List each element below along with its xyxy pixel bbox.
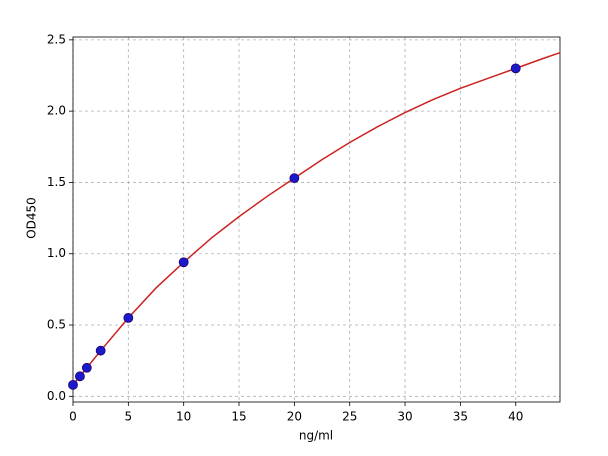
y-tick-label: 0.0: [47, 389, 66, 403]
y-axis-label: OD450: [25, 197, 39, 239]
data-point: [75, 371, 85, 382]
x-tick-label: 40: [508, 410, 523, 424]
y-tick-label: 0.5: [47, 318, 66, 332]
x-tick-label: 10: [176, 410, 191, 424]
y-tick-label: 1.0: [47, 246, 66, 260]
y-tick-label: 1.5: [47, 175, 66, 189]
x-tick-label: 20: [287, 410, 302, 424]
x-tick-label: 35: [453, 410, 468, 424]
x-tick-label: 0: [69, 410, 77, 424]
x-tick-label: 5: [125, 410, 133, 424]
data-point: [289, 173, 300, 184]
x-tick-label: 25: [342, 410, 357, 424]
y-tick-label: 2.5: [47, 32, 66, 46]
plot-frame: [72, 36, 561, 403]
x-tick-label: 15: [231, 410, 246, 424]
data-point: [510, 63, 521, 74]
data-point: [68, 379, 78, 390]
fit-curve: [72, 51, 561, 386]
x-tick-label: 30: [397, 410, 412, 424]
data-point: [123, 312, 134, 323]
data-point: [95, 345, 106, 356]
y-tick-label: 2.0: [47, 104, 66, 118]
data-point: [81, 362, 92, 373]
x-axis-label: ng/ml: [299, 429, 333, 443]
data-point: [178, 257, 189, 268]
